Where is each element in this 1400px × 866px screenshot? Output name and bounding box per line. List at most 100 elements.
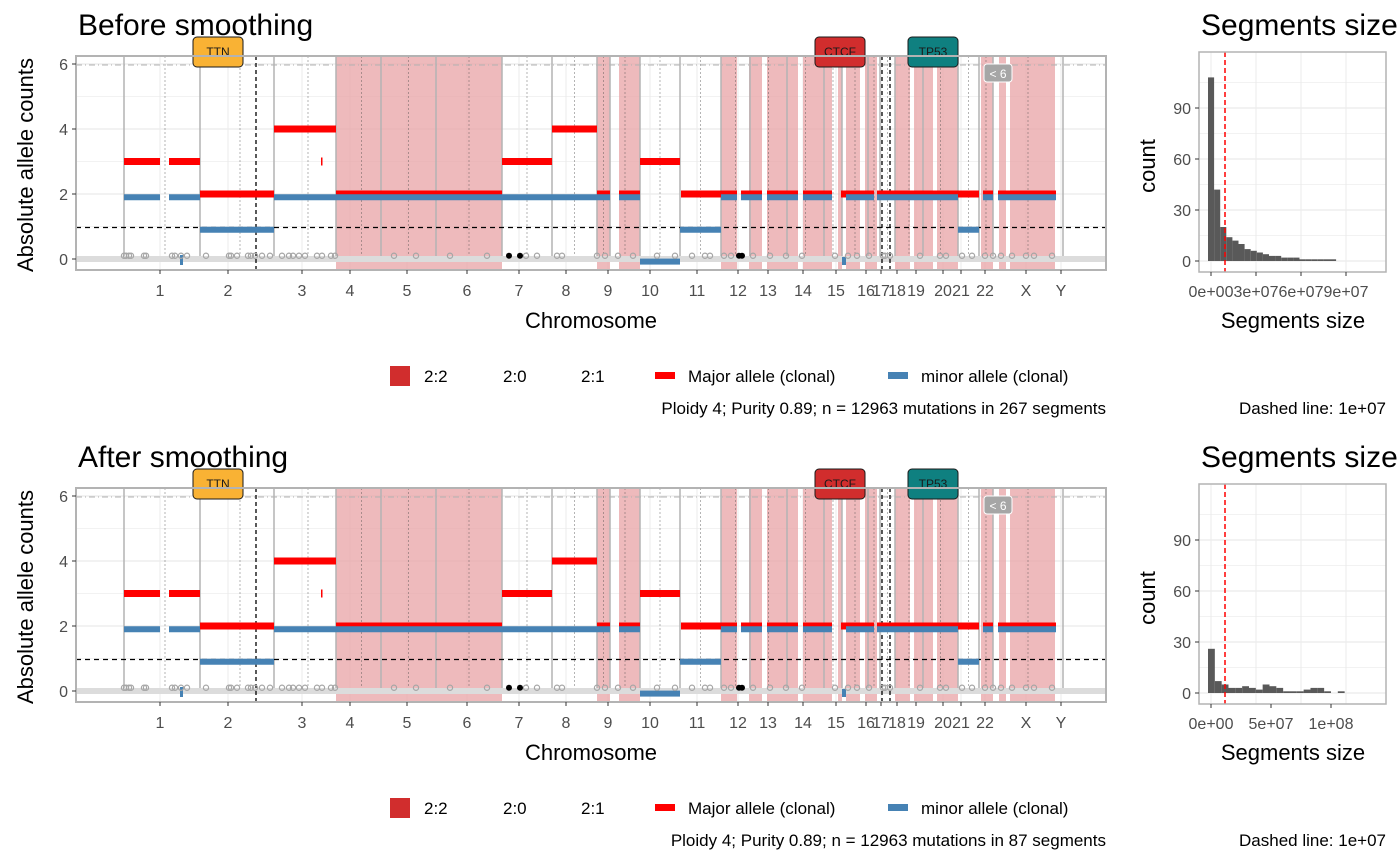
major-allele-segment bbox=[274, 557, 336, 565]
gene-label-box bbox=[192, 36, 244, 68]
mutation-point bbox=[798, 252, 806, 259]
x-tick-label: Y bbox=[1056, 283, 1067, 300]
baseline-band bbox=[76, 256, 1106, 262]
mutation-point bbox=[233, 252, 241, 259]
histogram-bar bbox=[1262, 254, 1269, 261]
x-tick-label: 9e+07 bbox=[1324, 284, 1369, 301]
x-tick-label: Y bbox=[1056, 715, 1067, 732]
mutation-point bbox=[446, 252, 454, 259]
mutation-point bbox=[266, 252, 274, 259]
mutation-point bbox=[593, 252, 601, 259]
mutation-point bbox=[766, 252, 774, 259]
legend-swatch-2-2 bbox=[390, 366, 410, 386]
histogram-bar bbox=[1232, 240, 1239, 261]
histogram-bar bbox=[1311, 259, 1318, 261]
major-allele-segment bbox=[552, 557, 597, 565]
mutation-point bbox=[327, 252, 335, 259]
mutation-point bbox=[629, 252, 637, 259]
minor-allele-segment bbox=[803, 626, 832, 633]
legend-label: 2:1 bbox=[581, 367, 605, 386]
mutation-point bbox=[1008, 252, 1016, 259]
legend-swatch-2-2 bbox=[390, 798, 410, 818]
x-tick-label: X bbox=[1021, 283, 1032, 300]
y-tick-label: 0 bbox=[59, 252, 68, 269]
x-tick-label: 0e+00 bbox=[1189, 284, 1234, 301]
mutation-point bbox=[749, 684, 757, 691]
shaded-region-2-2 bbox=[721, 488, 737, 702]
mutation-point bbox=[706, 684, 714, 691]
x-tick-label: 2 bbox=[224, 283, 233, 300]
mutation-point bbox=[168, 684, 176, 691]
minor-allele-segment bbox=[998, 194, 1056, 201]
mutation-point bbox=[295, 252, 303, 259]
driver-mutation-point bbox=[517, 684, 523, 691]
mutation-point bbox=[301, 684, 309, 691]
x-tick-label: 8 bbox=[562, 715, 571, 732]
x-tick-label: 22 bbox=[976, 715, 994, 732]
legend-label: minor allele (clonal) bbox=[921, 367, 1068, 386]
y-tick-label: 6 bbox=[59, 489, 68, 506]
y-tick-label: 2 bbox=[59, 187, 68, 204]
mutation-point bbox=[831, 684, 839, 691]
mutation-point bbox=[258, 684, 266, 691]
mutation-point bbox=[653, 252, 661, 259]
minor-allele-segment bbox=[124, 626, 160, 633]
legend-label: 2:1 bbox=[581, 799, 605, 818]
major-allele-segment bbox=[741, 622, 762, 630]
histogram-bar bbox=[1235, 687, 1243, 693]
mutation-point bbox=[558, 252, 566, 259]
mutation-point bbox=[483, 252, 491, 259]
histogram-bar bbox=[1250, 250, 1257, 261]
driver-mutation-point bbox=[739, 684, 745, 691]
x-tick-label: 4 bbox=[346, 283, 355, 300]
x-tick-label: 16 bbox=[857, 715, 875, 732]
mutation-point bbox=[247, 252, 255, 259]
mutation-point bbox=[720, 684, 728, 691]
cn-badge-label: < 6 bbox=[989, 499, 1006, 513]
gene-label-box bbox=[192, 468, 244, 500]
major-allele-segment bbox=[803, 622, 832, 630]
mutation-point bbox=[614, 252, 622, 259]
y-tick-label: 4 bbox=[59, 554, 68, 571]
mutation-point bbox=[865, 684, 873, 691]
shaded-region-2-2 bbox=[597, 488, 610, 702]
mutation-point bbox=[183, 684, 191, 691]
x-tick-label: 8 bbox=[562, 283, 571, 300]
mutation-point bbox=[331, 684, 339, 691]
major-allele-segment bbox=[767, 190, 798, 198]
x-tick-label: 5e+07 bbox=[1249, 716, 1294, 733]
mutation-point bbox=[614, 684, 622, 691]
mutation-point bbox=[798, 684, 806, 691]
minor-allele-segment bbox=[640, 258, 680, 265]
mutation-point bbox=[1048, 252, 1056, 259]
minor-allele-segment bbox=[846, 626, 874, 633]
mutation-point bbox=[244, 252, 252, 259]
mutation-point bbox=[653, 684, 661, 691]
mutation-point bbox=[266, 684, 274, 691]
major-allele-segment bbox=[274, 125, 336, 133]
mutation-point bbox=[533, 684, 541, 691]
y-tick-label: 0 bbox=[1182, 686, 1191, 703]
x-axis-title: Chromosome bbox=[525, 740, 657, 765]
minor-allele-segment bbox=[169, 194, 200, 201]
shaded-region-2-2 bbox=[619, 488, 640, 702]
histogram-bar bbox=[1287, 257, 1294, 261]
x-tick-label: 11 bbox=[689, 715, 706, 732]
minor-allele-segment bbox=[597, 626, 610, 633]
shaded-region-2-2 bbox=[803, 488, 832, 702]
minor-allele-segment bbox=[200, 658, 274, 665]
major-allele-segment bbox=[958, 622, 979, 630]
shaded-region-2-2 bbox=[749, 56, 762, 270]
x-tick-label: 21 bbox=[952, 715, 970, 732]
histogram-bar bbox=[1281, 257, 1288, 261]
mutation-point bbox=[233, 684, 241, 691]
panel-border bbox=[75, 55, 1107, 271]
y-axis-title: count bbox=[1135, 139, 1160, 193]
major-allele-segment bbox=[721, 622, 737, 630]
panel-title: After smoothing bbox=[78, 441, 288, 474]
mutation-point bbox=[140, 252, 148, 259]
mutation-point bbox=[968, 684, 976, 691]
x-tick-label: 20 bbox=[934, 283, 952, 300]
x-tick-label: 21 bbox=[952, 283, 970, 300]
